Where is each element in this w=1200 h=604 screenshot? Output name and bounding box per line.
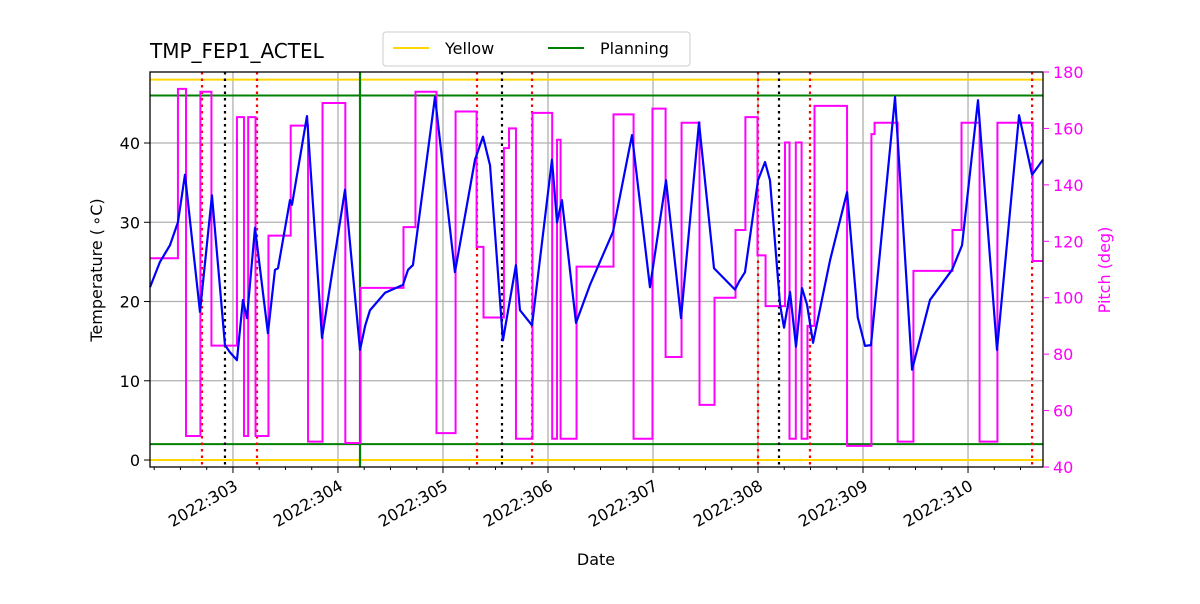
y-tick-label: 30 (120, 213, 140, 232)
y-tick-label: 40 (120, 134, 140, 153)
x-tick-label: 2022:305 (375, 476, 451, 531)
x-tick-label: 2022:306 (480, 476, 556, 531)
y2-tick-label: 160 (1053, 119, 1084, 138)
y2-tick-label: 140 (1053, 176, 1084, 195)
y2-axis-label: Pitch (deg) (1095, 227, 1114, 314)
event-lines (200, 72, 1034, 467)
plot-frame (149, 71, 1044, 468)
series (148, 87, 1044, 447)
y2-tick-label: 60 (1053, 402, 1073, 421)
legend-box (382, 31, 691, 67)
x-tick-label: 2022:304 (270, 476, 346, 531)
x-axis-label: Date (577, 550, 615, 569)
pitch-series-line (150, 87, 1043, 447)
legend: Yellow Planning (382, 31, 691, 67)
y2-tick-label: 100 (1053, 289, 1084, 308)
y-tick-label: 20 (120, 293, 140, 312)
temperature-series-line (148, 95, 1044, 371)
x-tick-label: 2022:308 (690, 476, 766, 531)
y-tick-label: 0 (130, 451, 140, 470)
y2-tick-label: 180 (1053, 63, 1084, 82)
chart-title: TMP_FEP1_ACTEL (149, 39, 325, 63)
y2-tick-label: 120 (1053, 232, 1084, 251)
x-tick-label: 2022:309 (795, 476, 871, 531)
y2-tick-label: 80 (1053, 345, 1073, 364)
x-tick-label: 2022:310 (900, 476, 976, 531)
legend-label-yellow: Yellow (444, 39, 494, 58)
x-tick-label: 2022:307 (585, 476, 661, 531)
y2-tick-label: 40 (1053, 458, 1073, 477)
legend-label-planning: Planning (600, 39, 669, 58)
x-tick-label: 2022:303 (165, 476, 241, 531)
threshold-lines (150, 78, 1043, 462)
y-axis-label: Temperature ( ∘C) (87, 198, 106, 342)
y-tick-label: 10 (120, 372, 140, 391)
